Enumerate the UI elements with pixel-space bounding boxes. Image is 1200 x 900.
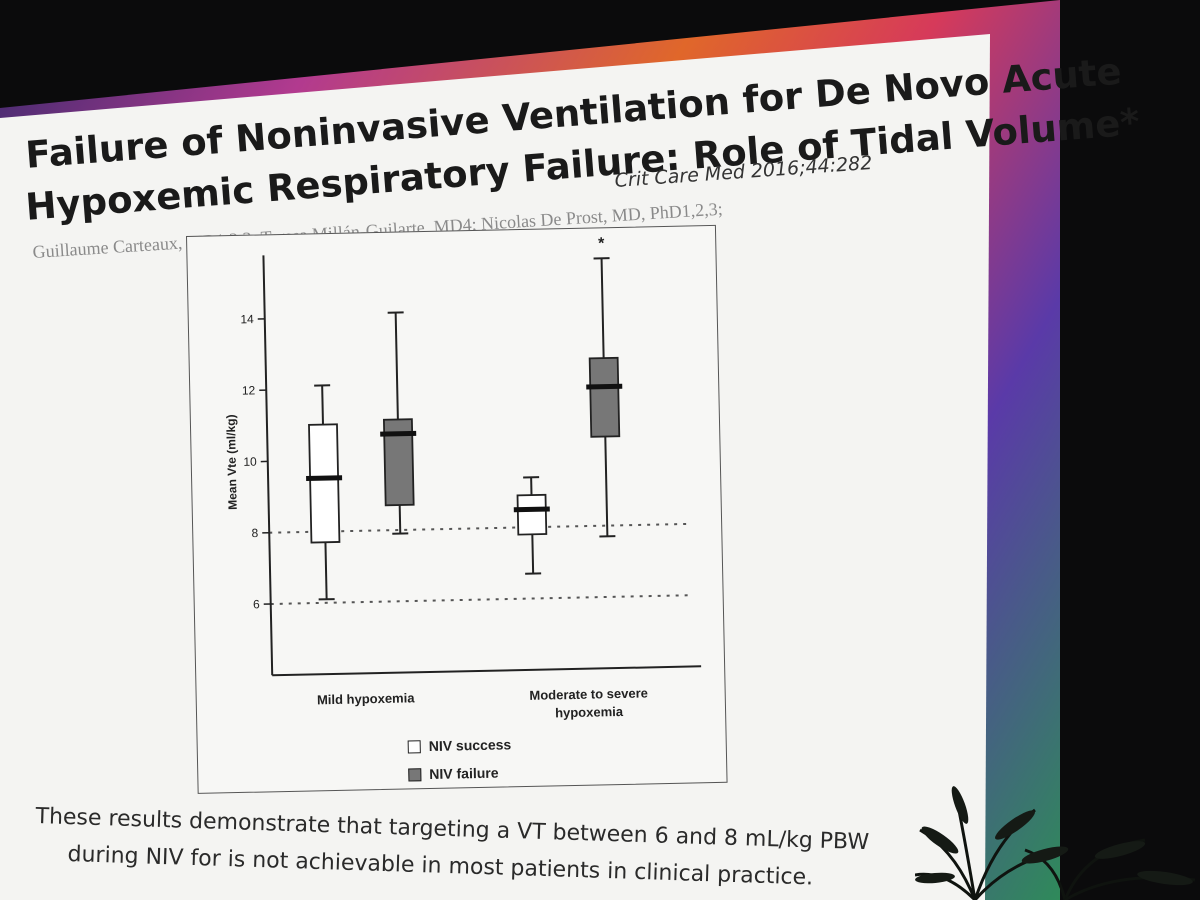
box-success xyxy=(308,423,341,544)
legend-label-success: NIV success xyxy=(428,736,512,755)
legend-niv-success: NIV success xyxy=(407,736,512,755)
legend-niv-failure: NIV failure xyxy=(408,765,499,783)
y-tick-label: 6 xyxy=(253,597,260,611)
box-failure xyxy=(588,356,621,438)
median-line xyxy=(513,506,550,513)
legend-swatch-white xyxy=(407,739,421,753)
y-axis xyxy=(262,255,274,676)
boxplot-chart: 6 8 10 12 14 Mean Vte (ml/kg) * Mild hypoxemia M… xyxy=(224,235,702,720)
y-tick-label: 8 xyxy=(251,526,258,540)
y-axis-label: Mean Vte (ml/kg) xyxy=(224,414,240,510)
x-category-label: Moderate to severe xyxy=(529,685,648,702)
median-line xyxy=(380,430,417,437)
whisker-lower xyxy=(531,534,535,574)
box-failure xyxy=(382,418,415,507)
y-tick-label: 10 xyxy=(243,455,257,469)
whisker-lower xyxy=(604,436,609,537)
palm-plant-icon xyxy=(915,786,1196,900)
x-category-label: hypoxemia xyxy=(555,704,624,720)
reference-line xyxy=(269,522,689,534)
median-line xyxy=(306,475,343,481)
y-tick-label: 12 xyxy=(242,383,256,397)
box-success xyxy=(516,493,548,536)
median-line xyxy=(586,383,623,390)
significance-star: * xyxy=(598,235,605,252)
x-category-label: Mild hypoxemia xyxy=(317,690,416,707)
reference-line xyxy=(270,594,690,606)
whisker-upper xyxy=(394,312,399,420)
whisker-lower xyxy=(324,542,328,600)
whisker-upper xyxy=(600,258,605,359)
whisker-lower xyxy=(398,504,402,534)
x-axis xyxy=(272,665,702,677)
y-tick-label: 14 xyxy=(240,312,254,326)
boxplot-figure: 6 8 10 12 14 Mean Vte (ml/kg) * Mild hypoxemia M… xyxy=(186,224,728,794)
whisker-upper xyxy=(321,385,324,425)
legend-label-failure: NIV failure xyxy=(429,764,499,783)
legend-swatch-gray xyxy=(408,767,422,781)
